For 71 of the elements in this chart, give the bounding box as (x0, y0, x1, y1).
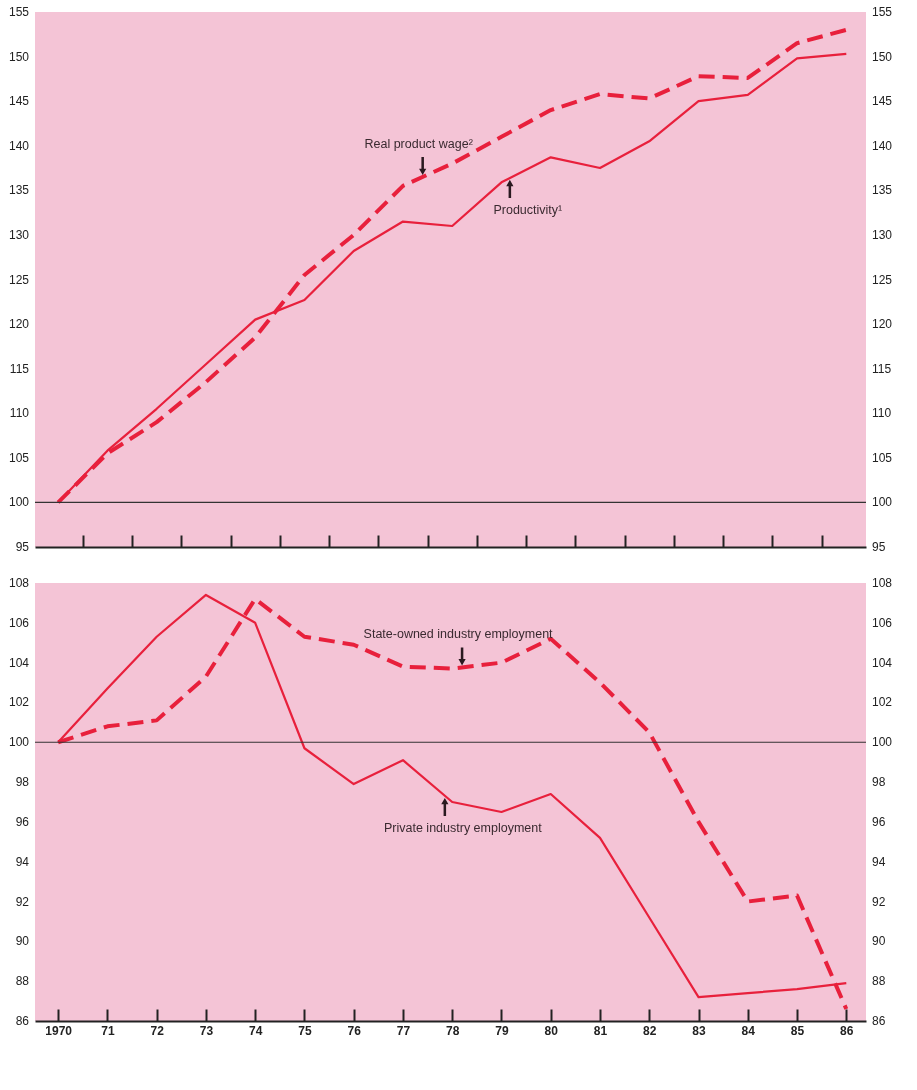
y-tick-label: 100 (8, 735, 30, 750)
y-tick-label: 120 (8, 317, 30, 332)
x-tick-label: 75 (298, 1023, 312, 1038)
annotation: Productivity¹ (493, 202, 563, 217)
x-tick-label: 85 (790, 1023, 805, 1038)
y2-tick-label: 102 (872, 695, 893, 710)
y2-tick-label: 104 (872, 655, 893, 670)
y-tick-label: 86 (15, 1014, 30, 1028)
y2-tick-label: 94 (872, 854, 886, 869)
y2-tick-label: 150 (872, 49, 893, 64)
x-tick-label: 77 (396, 1023, 411, 1038)
y-tick-label: 130 (8, 227, 30, 242)
y-tick-label: 102 (8, 695, 30, 710)
y2-tick-label: 115 (872, 361, 892, 376)
x-tick-label: 72 (150, 1023, 165, 1038)
y-tick-label: 98 (15, 775, 30, 790)
y-tick-label: 94 (15, 854, 30, 869)
y-tick-label: 90 (15, 934, 30, 949)
y-tick-label: 104 (8, 655, 30, 670)
y2-tick-label: 110 (872, 406, 892, 421)
x-tick-label: 79 (495, 1023, 509, 1038)
y2-tick-label: 140 (872, 138, 893, 153)
y2-tick-label: 100 (872, 735, 893, 750)
y2-tick-label: 95 (872, 540, 886, 554)
y-tick-label: 105 (8, 450, 30, 465)
y-tick-label: 100 (8, 495, 30, 510)
y-tick-label: 110 (9, 406, 30, 421)
y-tick-label: 115 (9, 361, 30, 376)
y2-tick-label: 105 (872, 450, 893, 465)
y2-tick-label: 106 (872, 615, 893, 630)
x-tick-label: 76 (347, 1023, 362, 1038)
annotation: Real product wage² (364, 136, 473, 151)
y2-tick-label: 96 (872, 814, 886, 829)
x-tick-label: 71 (101, 1023, 115, 1038)
x-tick-label: 73 (199, 1023, 214, 1038)
x-tick-label: 81 (593, 1023, 608, 1038)
x-tick-label: 78 (446, 1023, 460, 1038)
x-tick-label: 83 (692, 1023, 707, 1038)
x-tick-label: 82 (643, 1023, 657, 1038)
y2-tick-label: 88 (872, 974, 886, 989)
y2-tick-label: 135 (872, 183, 893, 198)
y-tick-label: 140 (8, 138, 30, 153)
y-tick-label: 96 (15, 814, 30, 829)
y-tick-label: 155 (8, 5, 30, 19)
x-tick-label: 86 (840, 1023, 854, 1038)
annotation: Private industry employment (383, 821, 543, 836)
y2-tick-label: 98 (872, 775, 886, 790)
y-tick-label: 88 (15, 974, 30, 989)
x-tick-label: 74 (249, 1023, 263, 1038)
y-tick-label: 135 (8, 183, 30, 198)
y2-tick-label: 120 (872, 317, 893, 332)
y-tick-label: 150 (8, 49, 30, 64)
y-tick-label: 145 (8, 94, 30, 109)
y-tick-label: 92 (15, 894, 30, 909)
y2-tick-label: 86 (872, 1014, 886, 1028)
y-tick-label: 125 (8, 272, 30, 287)
x-tick-label: 84 (741, 1023, 756, 1038)
y2-tick-label: 100 (872, 495, 893, 510)
y-tick-label: 108 (8, 576, 30, 590)
y2-tick-label: 125 (872, 272, 893, 287)
y2-tick-label: 108 (872, 576, 893, 590)
y2-tick-label: 92 (872, 894, 886, 909)
annotation: State-owned industry employment (363, 627, 554, 642)
x-tick-label: 1970 (45, 1023, 73, 1038)
y-tick-label: 106 (8, 615, 30, 630)
y2-tick-label: 90 (872, 934, 886, 949)
y2-tick-label: 155 (872, 5, 893, 19)
x-tick-label: 80 (544, 1023, 559, 1038)
y2-tick-label: 145 (872, 94, 893, 109)
y2-tick-label: 130 (872, 227, 893, 242)
y-tick-label: 95 (15, 540, 30, 554)
